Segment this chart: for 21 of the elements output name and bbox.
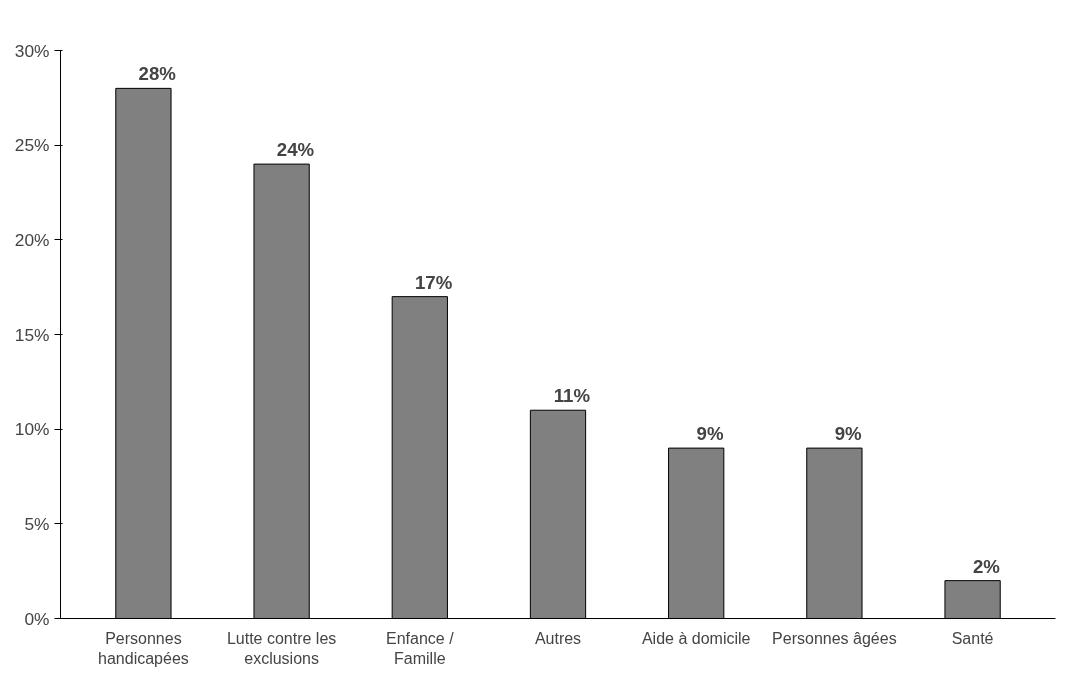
y-tick-label: 0% bbox=[24, 608, 50, 629]
y-tick-label: 25% bbox=[14, 135, 50, 156]
x-tick-label: Lutte contre les exclusions bbox=[226, 629, 337, 667]
x-tick-label: Personnes âgées bbox=[772, 629, 897, 647]
data-label: 2% bbox=[972, 555, 1001, 577]
x-tick-label: Santé bbox=[951, 629, 994, 647]
data-label: 11% bbox=[553, 385, 591, 407]
y-tick-label: 10% bbox=[14, 419, 50, 440]
y-tick-label: 20% bbox=[14, 229, 50, 250]
x-tick-label: Enfance / Famille bbox=[386, 629, 455, 667]
y-tick-label: 5% bbox=[24, 513, 50, 534]
data-label: 9% bbox=[834, 423, 863, 445]
x-tick-label: Aide à domicile bbox=[641, 629, 751, 647]
data-label: 24% bbox=[276, 139, 315, 161]
data-label: 17% bbox=[414, 271, 453, 293]
y-tick-label: 30% bbox=[14, 40, 50, 61]
data-label: 28% bbox=[138, 63, 177, 85]
data-label: 9% bbox=[696, 423, 724, 445]
y-tick-label: 15% bbox=[14, 324, 50, 345]
x-tick-label: Autres bbox=[534, 629, 582, 647]
x-tick-label: Personnes handicapées bbox=[98, 629, 189, 667]
